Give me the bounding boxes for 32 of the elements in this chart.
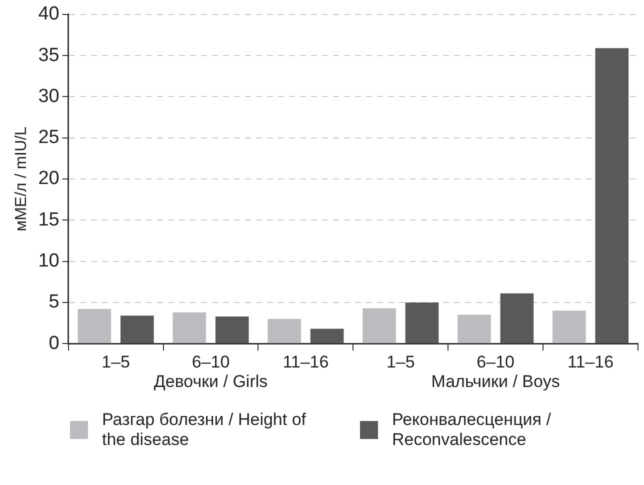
bar xyxy=(458,314,491,344)
text: Девочки / Girls xyxy=(154,372,268,391)
bar xyxy=(215,316,249,344)
y-tick-label: 20 xyxy=(38,168,60,190)
y-tick-label: 15 xyxy=(38,209,60,230)
y-tick-label: 30 xyxy=(38,86,60,107)
x-tick-label: 6–10 xyxy=(192,352,230,372)
y-tick-label: 0 xyxy=(48,332,60,354)
bar xyxy=(500,293,534,344)
bar xyxy=(362,308,396,344)
y-axis-title: мМЕ/л / mIU/L xyxy=(13,126,30,232)
x-tick-label: 11–16 xyxy=(568,352,614,372)
y-tick-label: 35 xyxy=(38,44,60,66)
legend-label: Разгар болезни / Height of the disease xyxy=(102,410,307,450)
x-tick-label: 1–5 xyxy=(386,352,415,372)
y-tick-label: 10 xyxy=(38,250,60,272)
bar xyxy=(268,318,301,344)
bar xyxy=(405,302,439,344)
legend-label: Реконвалесценция / Reconvalescence xyxy=(392,410,552,450)
bar xyxy=(595,48,629,344)
y-tick-label: 5 xyxy=(48,292,60,313)
text: Мальчики / Boys xyxy=(431,372,560,391)
x-tick-label: 6–10 xyxy=(476,352,514,372)
x-tick-label: 1–5 xyxy=(102,352,130,372)
x-tick-label: 11–16 xyxy=(282,352,329,372)
bar xyxy=(552,310,586,344)
bar xyxy=(310,328,344,344)
bar xyxy=(172,312,206,344)
bar xyxy=(78,309,112,344)
bar xyxy=(120,316,154,344)
y-tick-label: 40 xyxy=(38,4,60,25)
y-tick-label: 25 xyxy=(38,127,60,148)
